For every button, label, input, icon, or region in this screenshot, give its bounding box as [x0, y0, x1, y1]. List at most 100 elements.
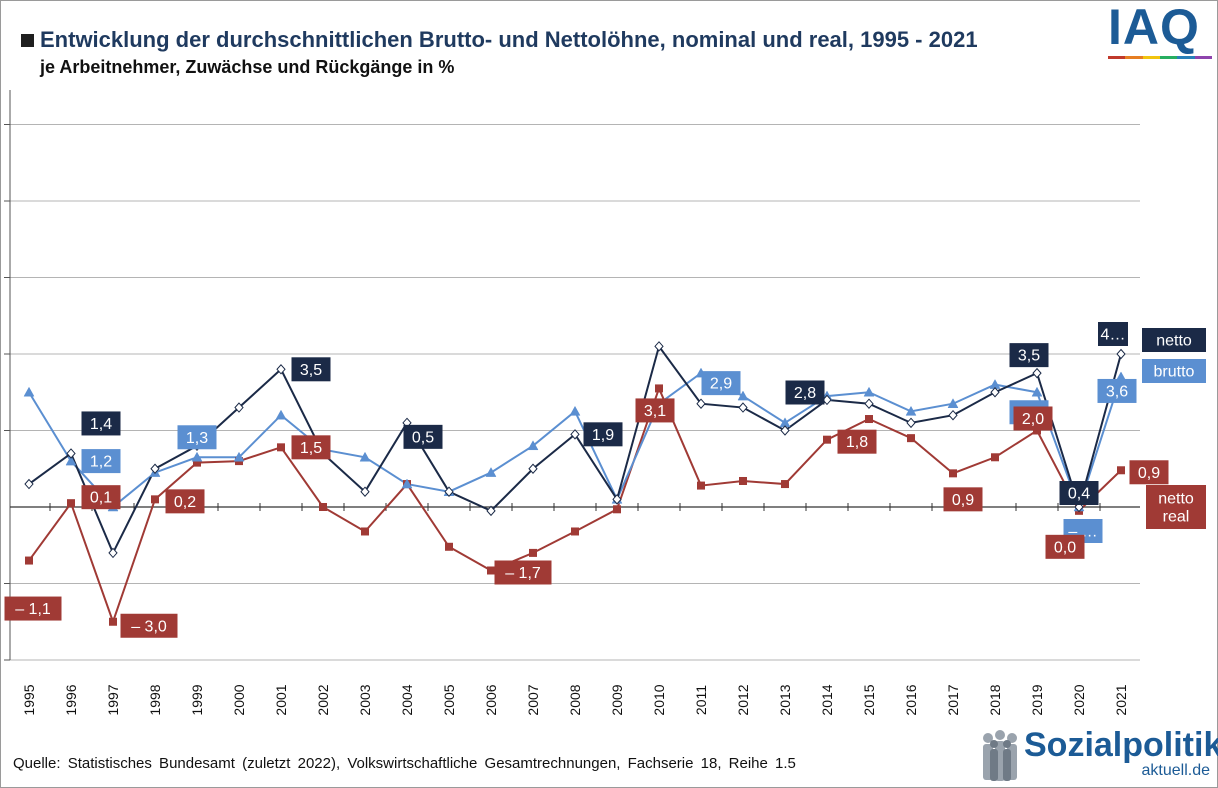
data-label: 1,8	[846, 434, 868, 451]
point-netto-real	[1117, 466, 1125, 475]
data-label: 3,5	[1018, 348, 1040, 365]
data-label: 0,1	[90, 490, 112, 507]
data-label-box	[177, 425, 217, 450]
point-brutto	[485, 467, 497, 477]
point-brutto	[527, 440, 539, 451]
data-label: 2,9	[710, 376, 732, 393]
data-label: 0,9	[952, 492, 974, 509]
data-label: 3,1	[644, 403, 666, 420]
x-tick-label: 1998	[147, 684, 163, 715]
iaq-logo-bar-segment	[1108, 56, 1126, 59]
sozialpolitik-logo: Sozialpolitik- aktuell.de	[980, 726, 1218, 784]
point-brutto	[65, 455, 77, 466]
point-netto-real	[823, 435, 831, 444]
point-netto	[444, 486, 454, 497]
data-label: 4…	[1101, 327, 1126, 344]
data-label-box	[583, 422, 623, 447]
data-label-box	[81, 449, 121, 474]
point-netto	[738, 402, 748, 413]
brand-domain: aktuell.de	[1141, 762, 1211, 779]
people-silhouette-icon	[983, 730, 1017, 781]
point-brutto	[23, 386, 35, 397]
x-tick-label: 1995	[21, 684, 37, 715]
data-label-box	[81, 485, 121, 510]
data-label-box	[81, 411, 121, 436]
x-tick-label: 2004	[399, 684, 415, 715]
data-label-box	[1009, 343, 1049, 368]
x-tick-label: 2006	[483, 684, 499, 715]
legend-item-box	[1142, 328, 1206, 352]
x-tick-label: 2019	[1029, 684, 1045, 715]
iaq-logo-bar-segment	[1160, 56, 1178, 59]
point-netto	[696, 398, 706, 409]
point-brutto	[737, 390, 749, 401]
data-label-box	[1059, 481, 1099, 505]
point-netto-real	[109, 617, 117, 626]
data-label: 1,4	[90, 416, 112, 433]
data-label: 1,5	[300, 440, 322, 457]
data-label: 3,5	[300, 362, 322, 379]
point-brutto	[233, 451, 245, 462]
data-label: 3,6	[1106, 383, 1128, 400]
point-netto-real	[907, 434, 915, 443]
series-line-netto	[28, 344, 1122, 556]
point-netto	[360, 486, 370, 497]
x-tick-label: 2016	[903, 684, 919, 715]
point-netto	[654, 341, 664, 352]
x-tick-label: 2003	[357, 684, 373, 715]
point-brutto	[1031, 386, 1043, 397]
point-brutto	[401, 478, 413, 489]
chart-subtitle: je Arbeitnehmer, Zuwächse und Rückgänge …	[40, 57, 455, 77]
legend-item-box	[1146, 485, 1206, 529]
data-label-box	[635, 398, 675, 423]
point-netto-real	[487, 566, 495, 575]
point-netto-real	[445, 542, 453, 551]
point-brutto	[191, 451, 203, 462]
x-tick-label: 2017	[945, 684, 961, 715]
x-tick-label: 2015	[861, 684, 877, 715]
title-bullet-icon	[21, 34, 34, 47]
data-label-box	[494, 560, 552, 585]
data-label: 1,3	[186, 430, 208, 447]
data-label-box	[1129, 460, 1169, 485]
data-label: 0,5	[412, 429, 434, 446]
data-label-box	[120, 613, 178, 638]
point-netto	[570, 429, 580, 440]
data-label: 2,0	[1022, 411, 1044, 428]
legend-item-box	[1142, 359, 1206, 383]
data-label: 0,2	[174, 494, 196, 511]
x-tick-label: 2011	[693, 685, 709, 715]
point-netto	[948, 409, 958, 421]
data-label: 1,9	[592, 427, 614, 444]
point-netto-real	[739, 476, 747, 485]
data-label: 2,8	[794, 385, 816, 402]
data-label-box	[4, 596, 62, 621]
data-label: – 1,7	[505, 565, 541, 582]
point-netto	[150, 463, 160, 475]
iaq-logo-bar-segment	[1125, 56, 1143, 59]
point-netto	[1032, 367, 1042, 379]
point-netto-real	[991, 453, 999, 462]
data-label: – 1,1	[15, 601, 51, 618]
iaq-logo-bar-segment	[1194, 56, 1212, 59]
point-netto-real	[277, 443, 285, 452]
data-label-box	[943, 487, 983, 512]
data-label-box	[785, 380, 825, 405]
point-brutto	[947, 398, 959, 408]
x-tick-label: 1999	[189, 684, 205, 715]
point-netto-real	[949, 469, 957, 478]
x-tick-label: 2018	[987, 684, 1003, 715]
point-brutto	[905, 405, 917, 416]
point-netto-real	[697, 481, 705, 490]
legend-label: netto	[1156, 333, 1192, 350]
point-netto	[1116, 348, 1126, 360]
iaq-logo-bar-segment	[1142, 56, 1160, 59]
point-netto-real	[781, 480, 789, 489]
point-netto-real	[655, 384, 663, 393]
point-netto	[864, 398, 874, 409]
data-label: 0,0	[1054, 539, 1076, 556]
data-label-box	[1045, 534, 1085, 559]
data-label-box	[701, 371, 741, 396]
point-brutto	[275, 409, 287, 420]
source-note: Quelle: Statistisches Bundesamt (zuletzt…	[13, 755, 796, 772]
